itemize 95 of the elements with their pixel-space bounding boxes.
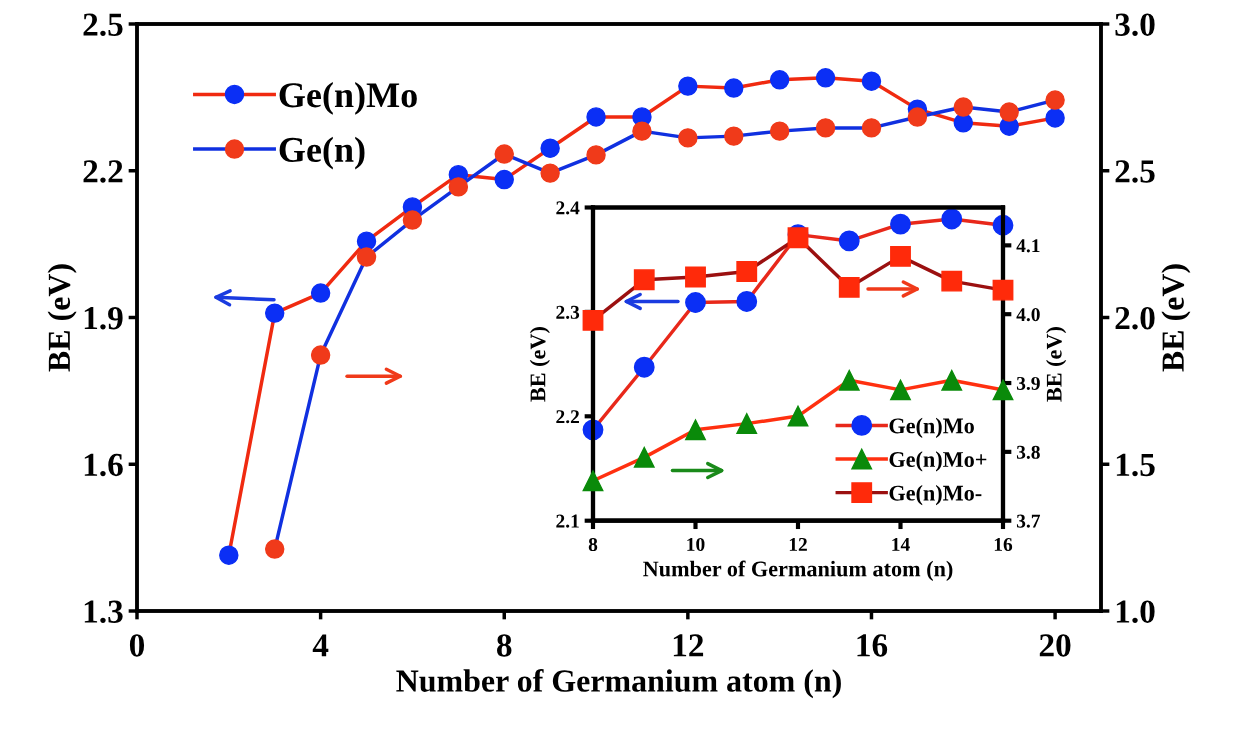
- point: [992, 279, 1014, 301]
- y-tick-label: 1.3: [84, 600, 123, 624]
- y-tick-label: 2.2: [556, 410, 579, 424]
- x-axis-title: Number of Germanium atom (n): [396, 669, 841, 699]
- point: [890, 245, 911, 267]
- point: [582, 309, 604, 331]
- point: [685, 266, 706, 288]
- x-tick-label: 0: [129, 634, 145, 657]
- x-tick-label: 14: [892, 538, 910, 551]
- y-tick-label: 2.5: [83, 13, 123, 37]
- y-axis-title: BE (eV): [47, 264, 77, 372]
- y2-tick-label: 2.0: [1115, 306, 1155, 330]
- y-tick-label: 1.6: [84, 453, 123, 477]
- y2-axis-title: BE (eV): [1046, 327, 1067, 402]
- point: [838, 369, 860, 391]
- y2-tick-label: 3.8: [1016, 445, 1040, 459]
- point: [685, 419, 706, 441]
- legend-label: Ge(n): [279, 136, 365, 170]
- y2-tick-label: 2.5: [1115, 160, 1155, 183]
- x-tick-label: 12: [673, 634, 704, 657]
- point: [941, 270, 963, 292]
- point: [787, 405, 809, 427]
- point: [861, 118, 882, 138]
- point: [838, 276, 860, 298]
- y-tick-label: 2.3: [556, 305, 580, 319]
- point: [540, 138, 560, 158]
- point: [941, 208, 963, 230]
- point: [494, 144, 514, 164]
- x-tick-label: 10: [687, 537, 705, 552]
- legend-label: Ge(n)Mo: [279, 82, 417, 115]
- x-axis-title: Number of Germanium atom (n): [643, 560, 953, 581]
- point: [999, 102, 1019, 122]
- y-tick-label: 1.9: [84, 306, 123, 330]
- point: [890, 213, 911, 235]
- point: [907, 107, 928, 127]
- point: [861, 71, 882, 91]
- point: [1045, 90, 1065, 110]
- point: [264, 539, 285, 559]
- point: [678, 76, 698, 96]
- point: [941, 369, 963, 391]
- y2-tick-label: 4.0: [1016, 308, 1040, 322]
- y2-axis-title: BE (eV): [1161, 264, 1191, 372]
- point: [219, 545, 239, 565]
- y2-tick-label: 3.7: [1016, 514, 1041, 528]
- point: [953, 97, 974, 117]
- y2-tick-label: 4.1: [1016, 239, 1040, 253]
- y2-tick-label: 3.0: [1115, 13, 1155, 37]
- y-tick-label: 2.4: [556, 201, 580, 215]
- x-tick-label: 8: [497, 634, 512, 657]
- legend-label: Ge(n)Mo-: [889, 484, 982, 506]
- point: [402, 210, 423, 230]
- x-tick-label: 12: [789, 537, 807, 551]
- point: [724, 126, 744, 146]
- point: [356, 247, 377, 267]
- point: [736, 291, 758, 312]
- point: [586, 107, 606, 127]
- point: [992, 379, 1014, 401]
- y2-tick-label: 1.5: [1116, 453, 1155, 477]
- point: [815, 118, 836, 138]
- x-tick-label: 8: [588, 537, 598, 552]
- point: [678, 128, 698, 148]
- point: [264, 303, 285, 323]
- point: [356, 231, 377, 251]
- point: [1045, 108, 1065, 128]
- point: [736, 413, 758, 435]
- point: [633, 356, 655, 378]
- point: [586, 145, 606, 165]
- y-tick-label: 2.1: [556, 514, 579, 528]
- point: [633, 269, 655, 291]
- y2-tick-label: 1.0: [1116, 600, 1155, 624]
- point: [890, 379, 911, 401]
- legend-label: Ge(n)Mo+: [889, 451, 987, 472]
- point: [582, 470, 604, 492]
- y-axis-title: BE (eV): [529, 327, 550, 402]
- x-tick-label: 4: [312, 634, 329, 657]
- point: [494, 169, 514, 190]
- x-tick-label: 16: [857, 634, 888, 657]
- y-tick-label: 2.2: [83, 160, 123, 183]
- point: [633, 446, 655, 468]
- y2-tick-label: 3.9: [1016, 376, 1040, 391]
- point: [736, 261, 758, 282]
- point: [448, 177, 469, 197]
- point: [632, 121, 652, 141]
- point: [310, 283, 331, 303]
- point: [310, 345, 331, 365]
- point: [685, 292, 706, 313]
- point: [838, 230, 860, 252]
- x-tick-label: 16: [994, 537, 1013, 552]
- point: [724, 78, 744, 98]
- point: [769, 121, 790, 141]
- legend-label: Ge(n)Mo: [889, 417, 974, 438]
- x-tick-label: 20: [1039, 634, 1071, 657]
- point: [769, 70, 790, 90]
- point: [540, 163, 560, 183]
- point: [815, 68, 836, 88]
